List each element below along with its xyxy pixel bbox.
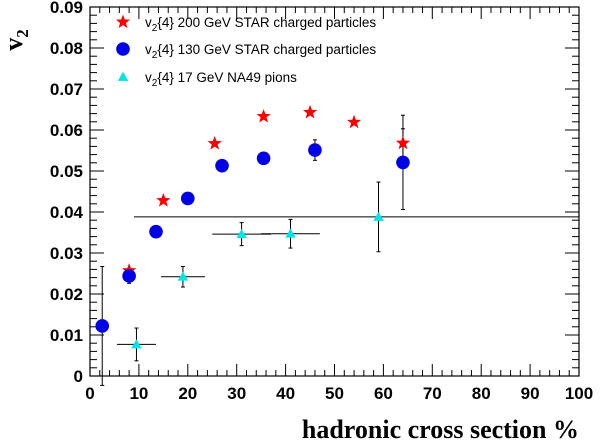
data-point-star: [207, 136, 222, 150]
data-point-circle: [215, 158, 229, 173]
y-tick-label: 0.08: [50, 39, 83, 58]
data-point-triangle: [373, 211, 384, 221]
y-tick-label: 0.09: [50, 0, 83, 17]
data-point-star: [395, 135, 411, 150]
legend: v2{4} 200 GeV STAR charged particles v2{4…: [115, 14, 376, 89]
x-tick-label: 60: [374, 384, 393, 403]
y-tick-label: 0.06: [50, 121, 83, 140]
data-point-star: [302, 104, 318, 119]
data-point-circle: [181, 191, 195, 206]
data-point-circle: [396, 155, 410, 170]
legend-marker-star: [115, 14, 131, 29]
data-point-star: [346, 114, 362, 129]
legend-marker-circle: [116, 42, 130, 56]
y-tick-label: 0.01: [50, 326, 83, 345]
y-tick-label: 0.04: [50, 203, 84, 222]
plot-frame: [89, 6, 580, 377]
x-tick-label: 50: [325, 384, 344, 403]
axis-ticks: [89, 6, 580, 377]
legend-label: v2{4} 200 GeV STAR charged particles: [145, 15, 376, 34]
data-markers: [95, 104, 411, 349]
legend-label: v2{4} 17 GeV NA49 pions: [145, 70, 297, 89]
x-tick-label: 40: [276, 384, 295, 403]
data-point-circle: [95, 319, 110, 333]
data-point-circle: [122, 269, 136, 283]
x-tick-label: 70: [423, 384, 442, 403]
data-point-triangle: [177, 271, 189, 281]
axis-titles: hadronic cross section % v2: [0, 29, 579, 441]
y-tick-label: 0.02: [50, 285, 83, 304]
x-tick-label: 10: [129, 384, 148, 403]
data-point-triangle: [131, 339, 142, 349]
y-axis-title: v2: [0, 29, 32, 51]
data-point-star: [256, 108, 271, 123]
x-axis-title: hadronic cross section %: [302, 415, 579, 441]
data-point-circle: [256, 151, 271, 166]
x-tick-label: 80: [472, 384, 491, 403]
legend-label: v2{4} 130 GeV STAR charged particles: [145, 42, 376, 61]
y-tick-label: 0.05: [50, 162, 83, 181]
data-point-triangle: [285, 228, 296, 238]
x-tick-label: 20: [178, 384, 197, 403]
error-bars: [100, 114, 579, 386]
legend-marker-triangle: [117, 71, 129, 81]
y-tick-label: 0.03: [50, 244, 83, 263]
x-tick-label: 0: [85, 384, 94, 403]
plot-border: [89, 6, 580, 377]
data-point-circle: [149, 224, 163, 239]
data-point-star: [156, 193, 171, 207]
x-tick-label: 100: [565, 384, 593, 403]
data-point-triangle: [236, 228, 247, 239]
y-tick-label: 0: [74, 367, 83, 386]
data-point-circle: [308, 143, 322, 157]
x-tick-label: 30: [227, 384, 246, 403]
tick-labels: 0 10 20 30 40 50 60 70 80 90 100 0 0.01 0.02 0.03 0.04 0…: [50, 0, 593, 403]
x-tick-label: 90: [521, 384, 540, 403]
y-tick-label: 0.07: [50, 80, 83, 99]
